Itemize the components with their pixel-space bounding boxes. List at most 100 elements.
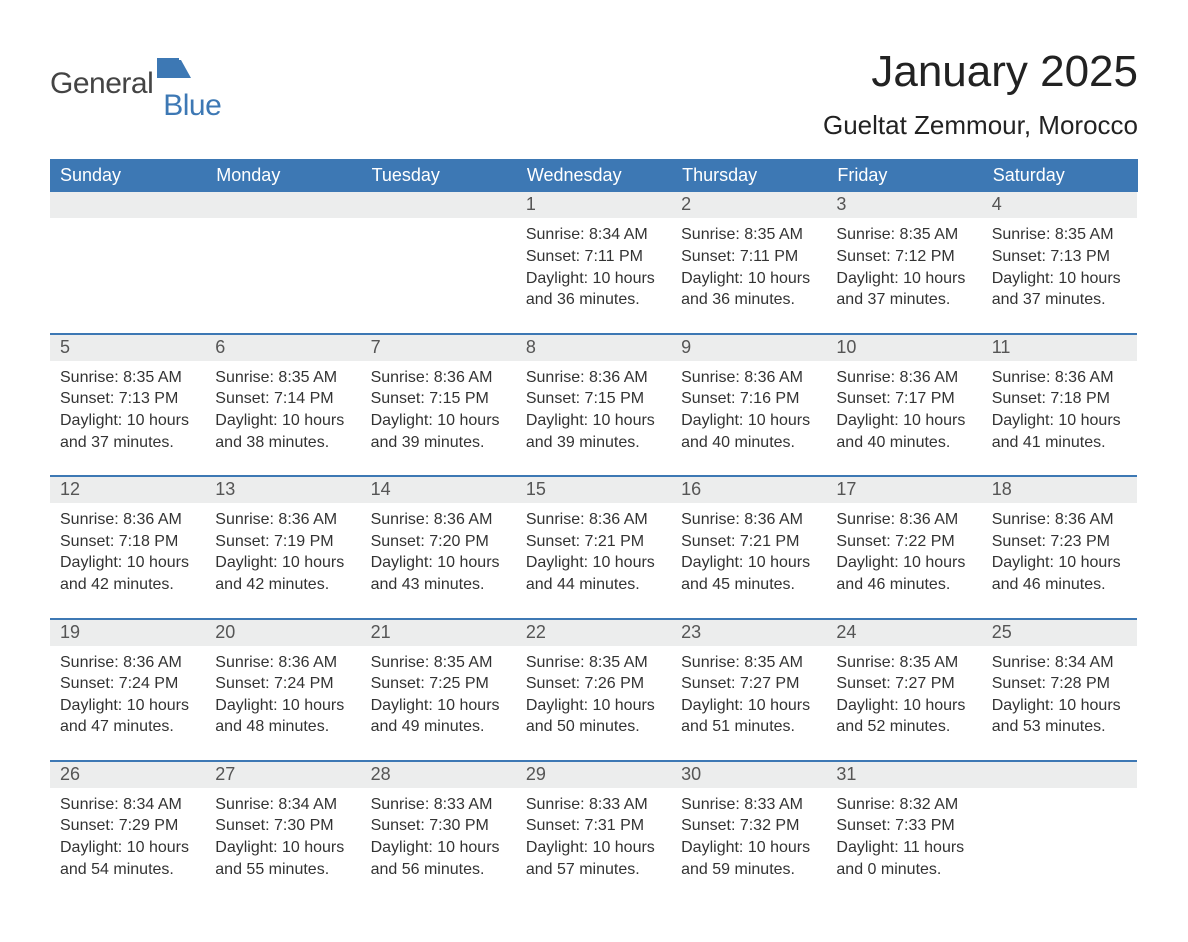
- calendar-day-cell: 2Sunrise: 8:35 AMSunset: 7:11 PMDaylight…: [671, 192, 826, 333]
- calendar-day-cell: 20 Sunrise: 8:36 AM Sunset: 7:24 PM Dayligh…: [205, 619, 360, 761]
- calendar-day-cell: 28Sunrise: 8:33 AMSunset: 7:30 PMDayligh…: [361, 761, 516, 902]
- sunrise-line: Sunrise: 8:35 AM: [526, 654, 648, 671]
- day-number: 27: [205, 762, 360, 788]
- sunset-line: Sunset: 7:26 PM: [526, 675, 644, 692]
- day-number: 23: [671, 620, 826, 646]
- daylight-line: Daylight: 10 hours and 39 minutes.: [526, 412, 655, 451]
- daylight-line: Daylight: 10 hours and 46 minutes.: [992, 554, 1121, 593]
- sunrise-line: Sunrise: 8:34 AM: [60, 796, 182, 813]
- day-number: 2: [671, 192, 826, 218]
- day-details: Sunrise: 8:33 AMSunset: 7:32 PMDaylight:…: [671, 788, 826, 902]
- calendar-table: Sunday Monday Tuesday Wednesday Thursday…: [50, 159, 1138, 902]
- sunset-line: Sunset: 7:21 PM: [681, 533, 799, 550]
- daylight-line: Daylight: 10 hours and 53 minutes.: [992, 697, 1121, 736]
- month-title: January 2025: [823, 48, 1138, 96]
- sunrise-line: Sunrise: 8:36 AM: [836, 511, 958, 528]
- day-number: 1: [516, 192, 671, 218]
- sunrise-line: Sunrise: 8:33 AM: [681, 796, 803, 813]
- daylight-line: Daylight: 10 hours and 51 minutes.: [681, 697, 810, 736]
- sunrise-line: Sunrise: 8:35 AM: [215, 369, 337, 386]
- daylight-line: Daylight: 10 hours and 36 minutes.: [526, 270, 655, 309]
- sunset-line: Sunset: 7:30 PM: [371, 817, 489, 834]
- day-number: 8: [516, 335, 671, 361]
- calendar-body: 1Sunrise: 8:34 AMSunset: 7:11 PMDaylight…: [50, 192, 1137, 902]
- sunset-line: Sunset: 7:21 PM: [526, 533, 644, 550]
- calendar-day-cell: 12Sunrise: 8:36 AMSunset: 7:18 PMDayligh…: [50, 476, 205, 618]
- day-number: 16: [671, 477, 826, 503]
- daylight-line: Daylight: 10 hours and 39 minutes.: [371, 412, 500, 451]
- calendar-day-cell: 27Sunrise: 8:34 AMSunset: 7:30 PMDayligh…: [205, 761, 360, 902]
- calendar-day-cell: 3Sunrise: 8:35 AMSunset: 7:12 PMDaylight…: [826, 192, 981, 333]
- calendar-day-cell: 7Sunrise: 8:36 AMSunset: 7:15 PMDaylight…: [361, 334, 516, 476]
- day-details: Sunrise: 8:35 AM Sunset: 7:26 PM Daylight:…: [516, 646, 671, 760]
- day-number: 4: [982, 192, 1137, 218]
- calendar-day-cell: 5Sunrise: 8:35 AMSunset: 7:13 PMDaylight…: [50, 334, 205, 476]
- calendar-day-cell: [50, 192, 205, 333]
- calendar-day-cell: [982, 761, 1137, 902]
- calendar-day-cell: 10Sunrise: 8:36 AMSunset: 7:17 PMDayligh…: [826, 334, 981, 476]
- sunrise-line: Sunrise: 8:36 AM: [992, 511, 1114, 528]
- sunset-line: Sunset: 7:13 PM: [60, 390, 178, 407]
- day-number: 5: [50, 335, 205, 361]
- day-number: 15: [516, 477, 671, 503]
- sunrise-line: Sunrise: 8:35 AM: [681, 654, 803, 671]
- calendar-day-cell: 15 Sunrise: 8:36 AM Sunset: 7:21 PM Dayligh…: [516, 476, 671, 618]
- daylight-line: Daylight: 10 hours and 50 minutes.: [526, 697, 655, 736]
- day-details: Sunrise: 8:36 AM Sunset: 7:21 PM Daylight:…: [516, 503, 671, 617]
- daylight-line: Daylight: 10 hours and 36 minutes.: [681, 270, 810, 309]
- sunrise-line: Sunrise: 8:35 AM: [371, 654, 493, 671]
- day-number: 17: [826, 477, 981, 503]
- sunrise-line: Sunrise: 8:36 AM: [526, 511, 648, 528]
- sunset-line: Sunset: 7:27 PM: [836, 675, 954, 692]
- calendar-week-row: 26Sunrise: 8:34 AMSunset: 7:29 PMDayligh…: [50, 761, 1137, 902]
- sunrise-line: Sunrise: 8:36 AM: [60, 511, 182, 528]
- calendar-day-cell: 25Sunrise: 8:34 AMSunset: 7:28 PMDayligh…: [982, 619, 1137, 761]
- sunset-line: Sunset: 7:29 PM: [60, 817, 178, 834]
- sunrise-line: Sunrise: 8:36 AM: [371, 369, 493, 386]
- day-details: Sunrise: 8:35 AMSunset: 7:27 PMDaylight:…: [671, 646, 826, 760]
- sunset-line: Sunset: 7:31 PM: [526, 817, 644, 834]
- brand-word-general: General: [50, 67, 153, 101]
- calendar-day-cell: 14Sunrise: 8:36 AMSunset: 7:20 PMDayligh…: [361, 476, 516, 618]
- sunset-line: Sunset: 7:24 PM: [215, 675, 333, 692]
- day-details: [982, 788, 1137, 888]
- day-details: Sunrise: 8:36 AMSunset: 7:17 PMDaylight:…: [826, 361, 981, 475]
- sunrise-line: Sunrise: 8:34 AM: [992, 654, 1114, 671]
- day-number: 7: [361, 335, 516, 361]
- day-number: 9: [671, 335, 826, 361]
- calendar-day-cell: 11Sunrise: 8:36 AMSunset: 7:18 PMDayligh…: [982, 334, 1137, 476]
- daylight-line: Daylight: 11 hours and 0 minutes.: [836, 839, 964, 878]
- calendar-day-cell: [361, 192, 516, 333]
- calendar-day-cell: 22Sunrise: 8:35 AMSunset: 7:26 PMDayligh…: [516, 619, 671, 761]
- calendar-day-cell: 17Sunrise: 8:36 AMSunset: 7:22 PMDayligh…: [826, 476, 981, 618]
- daylight-line: Daylight: 10 hours and 49 minutes.: [371, 697, 500, 736]
- daylight-line: Daylight: 10 hours and 48 minutes.: [215, 697, 344, 736]
- day-number: 30: [671, 762, 826, 788]
- sunrise-line: Sunrise: 8:36 AM: [215, 654, 337, 671]
- calendar-day-cell: 6Sunrise: 8:35 AMSunset: 7:14 PMDaylight…: [205, 334, 360, 476]
- day-number: 20: [205, 620, 360, 646]
- day-details: Sunrise: 8:34 AMSunset: 7:28 PMDaylight:…: [982, 646, 1137, 760]
- day-details: Sunrise: 8:34 AMSunset: 7:30 PMDaylight:…: [205, 788, 360, 902]
- day-details: Sunrise: 8:35 AMSunset: 7:14 PMDaylight:…: [205, 361, 360, 475]
- sunrise-line: Sunrise: 8:36 AM: [60, 654, 182, 671]
- day-number: 3: [826, 192, 981, 218]
- sunset-line: Sunset: 7:15 PM: [526, 390, 644, 407]
- day-details: Sunrise: 8:35 AMSunset: 7:11 PMDaylight:…: [671, 218, 826, 332]
- dow-tuesday: Tuesday: [361, 159, 516, 192]
- day-details: Sunrise: 8:36 AMSunset: 7:21 PMDaylight:…: [671, 503, 826, 617]
- daylight-line: Daylight: 10 hours and 57 minutes.: [526, 839, 655, 878]
- sunrise-line: Sunrise: 8:33 AM: [371, 796, 493, 813]
- day-details: Sunrise: 8:36 AMSunset: 7:22 PMDaylight:…: [826, 503, 981, 617]
- daylight-line: Daylight: 10 hours and 45 minutes.: [681, 554, 810, 593]
- day-number: 14: [361, 477, 516, 503]
- sunrise-line: Sunrise: 8:36 AM: [215, 511, 337, 528]
- sunrise-line: Sunrise: 8:34 AM: [215, 796, 337, 813]
- day-details: Sunrise: 8:35 AMSunset: 7:25 PMDaylight:…: [361, 646, 516, 760]
- day-details: Sunrise: 8:34 AMSunset: 7:11 PMDaylight:…: [516, 218, 671, 332]
- day-number: 29: [516, 762, 671, 788]
- day-details: [50, 218, 205, 318]
- daylight-line: Daylight: 10 hours and 44 minutes.: [526, 554, 655, 593]
- daylight-line: Daylight: 10 hours and 47 minutes.: [60, 697, 189, 736]
- sunset-line: Sunset: 7:18 PM: [60, 533, 178, 550]
